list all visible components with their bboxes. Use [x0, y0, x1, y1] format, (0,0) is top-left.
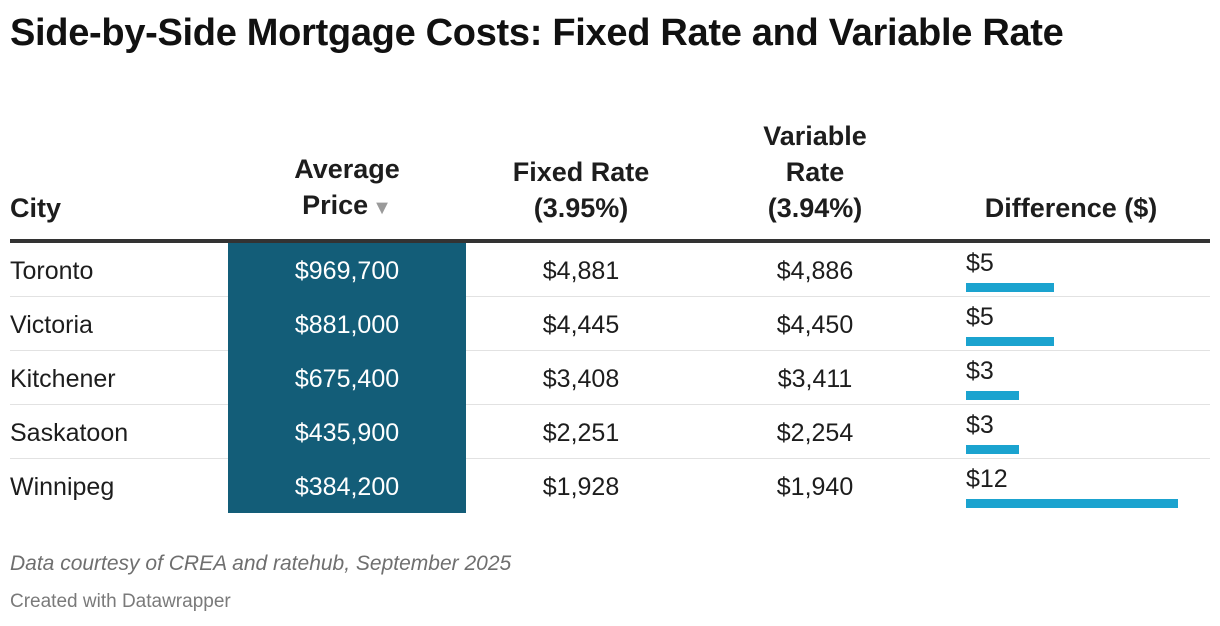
column-header-difference-label: Difference ($): [984, 193, 1158, 223]
average-price-cell: $675,400: [228, 351, 466, 405]
header-divider: [10, 239, 1210, 243]
city-cell: Toronto: [10, 257, 94, 285]
difference-label: $5: [966, 303, 994, 331]
table-row: Victoria $881,000 $4,445 $4,450 $5: [10, 297, 1210, 351]
column-header-price-line1: Average: [294, 154, 400, 184]
difference-label: $3: [966, 411, 994, 439]
column-header-fixed-rate[interactable]: Fixed Rate (3.95%): [466, 154, 696, 226]
variable-rate-cell: $3,411: [777, 365, 853, 393]
column-header-variable-rate[interactable]: Variable Rate (3.94%): [700, 118, 930, 226]
column-header-city[interactable]: City: [10, 190, 61, 226]
difference-bar: [966, 283, 1054, 292]
fixed-rate-cell: $4,881: [542, 257, 620, 285]
sort-descending-icon[interactable]: ▼: [372, 197, 392, 219]
column-header-fixed-line1: Fixed Rate: [512, 157, 650, 187]
average-price-cell: $384,200: [228, 459, 466, 513]
column-header-price-line2: Price: [302, 190, 369, 220]
source-note: Data courtesy of CREA and ratehub, Septe…: [10, 552, 512, 575]
average-price-cell: $435,900: [228, 405, 466, 459]
difference-bar: [966, 337, 1054, 346]
column-header-city-label: City: [10, 193, 62, 223]
difference-bar: [966, 445, 1019, 454]
column-header-variable-line2: Rate: [785, 157, 845, 187]
table-header: City Average Price ▼ Fixed Rate (3.95%) V…: [10, 110, 1210, 240]
chart-title: Side-by-Side Mortgage Costs: Fixed Rate …: [10, 12, 1064, 54]
city-cell: Winnipeg: [10, 473, 115, 501]
table-row: Kitchener $675,400 $3,408 $3,411 $3: [10, 351, 1210, 405]
fixed-rate-cell: $1,928: [542, 473, 620, 501]
city-cell: Victoria: [10, 311, 93, 339]
datawrapper-credit[interactable]: Created with Datawrapper: [10, 591, 231, 612]
city-cell: Kitchener: [10, 365, 116, 393]
city-cell: Saskatoon: [10, 419, 129, 447]
average-price-cell: $969,700: [228, 243, 466, 297]
column-header-variable-line1: Variable: [763, 121, 867, 151]
table-row: Toronto $969,700 $4,881 $4,886 $5: [10, 243, 1210, 297]
difference-label: $12: [966, 465, 1008, 493]
column-header-difference[interactable]: Difference ($): [950, 190, 1192, 226]
variable-rate-cell: $4,450: [776, 311, 854, 339]
column-header-fixed-line2: (3.95%): [533, 193, 629, 223]
column-header-average-price[interactable]: Average Price ▼: [228, 151, 466, 226]
difference-bar: [966, 391, 1019, 400]
fixed-rate-cell: $2,251: [542, 419, 620, 447]
fixed-rate-cell: $3,408: [542, 365, 620, 393]
fixed-rate-cell: $4,445: [542, 311, 620, 339]
table-row: Winnipeg $384,200 $1,928 $1,940 $12: [10, 459, 1210, 513]
difference-label: $3: [966, 357, 994, 385]
variable-rate-cell: $4,886: [776, 257, 854, 285]
variable-rate-cell: $2,254: [776, 419, 854, 447]
difference-bar: [966, 499, 1178, 508]
variable-rate-cell: $1,940: [776, 473, 854, 501]
column-header-variable-line3: (3.94%): [767, 193, 863, 223]
average-price-cell: $881,000: [228, 297, 466, 351]
table-row: Saskatoon $435,900 $2,251 $2,254 $3: [10, 405, 1210, 459]
difference-label: $5: [966, 249, 994, 277]
